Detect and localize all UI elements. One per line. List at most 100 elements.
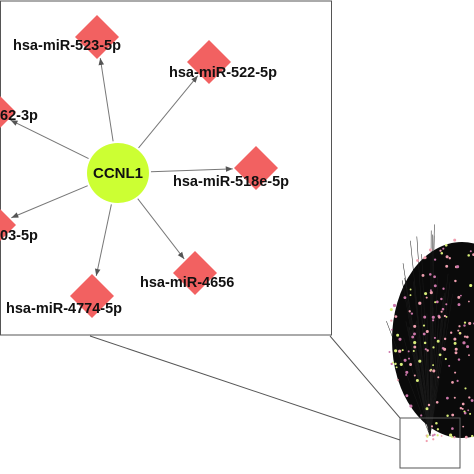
overview-node-dot (395, 366, 398, 369)
overview-node-dot (446, 414, 449, 418)
overview-node-dot (413, 332, 416, 336)
overview-node-dot (439, 249, 442, 252)
edge-line (98, 57, 114, 142)
overview-node-dot (451, 427, 454, 430)
mirna-node (0, 96, 16, 128)
overview-node-dot (394, 315, 398, 318)
overview-node-dot (407, 350, 410, 353)
mirna-node (70, 274, 114, 318)
overview-node-dot (409, 363, 413, 366)
overview-edge (429, 235, 435, 437)
node-group: hsa-miR-523-5p hsa-miR-522-5p hsa-miR-518e… (0, 15, 289, 318)
overview-node-dot (443, 337, 447, 341)
overview-node-dot (454, 371, 457, 374)
edge-line (138, 75, 199, 149)
overview-node-dot (471, 434, 474, 438)
overview-node-dot (424, 348, 427, 351)
overview-node-dot (405, 394, 409, 398)
mirna-node (173, 251, 217, 295)
overview-node-dot (454, 347, 458, 351)
overview-node-dot (457, 303, 461, 307)
zoom-connector-line (329, 335, 401, 419)
overview-node-dot (392, 303, 397, 308)
overview-node-dot (441, 307, 445, 311)
overview-edge (429, 293, 453, 437)
overview-node-dot (413, 345, 417, 349)
overview-edge (425, 335, 431, 437)
overview-node-dot (470, 399, 474, 402)
overview-node-dot (463, 324, 466, 327)
overview-node-dot (409, 294, 412, 297)
overview-node-dot (457, 295, 461, 299)
overview-node-dot (425, 329, 429, 334)
overview-node-dot (449, 433, 453, 437)
overview-node-dot (451, 413, 455, 417)
overview-node-dot (389, 308, 393, 312)
edge-line (10, 119, 89, 159)
overview-node-dot (469, 283, 473, 288)
overview-node-dot (426, 349, 429, 352)
overview-node-dot (399, 362, 403, 366)
overview-node-dot (396, 378, 399, 382)
overview-node-dot (444, 357, 447, 361)
overview-node-dot (429, 273, 432, 276)
overview-node-dot (427, 403, 431, 407)
overview-node-dot (440, 310, 443, 313)
mirna-label: 03-5p (0, 228, 38, 244)
zoom-highlight-box (399, 417, 461, 469)
overview-node-dot (418, 359, 422, 363)
overview-node-dot (451, 381, 454, 384)
mirna-label: hsa-miR-522-5p (169, 65, 277, 81)
overview-node-dot (442, 247, 445, 250)
overview-edge (405, 321, 431, 437)
overview-node-dot (405, 373, 408, 376)
overview-edge (429, 334, 436, 437)
overview-node-dot (443, 314, 447, 318)
overview-node-dot (457, 329, 460, 332)
overview-node-dot (463, 335, 467, 338)
overview-node-dot (424, 292, 428, 296)
overview-node-dot (445, 315, 448, 318)
overview-node-dot (457, 358, 461, 361)
overview-node-dot (432, 369, 436, 373)
overview-edge (404, 277, 431, 437)
overview-node-dot (459, 294, 462, 297)
overview-node-dot (430, 368, 433, 371)
overview-node-dot (445, 264, 449, 268)
overview-node-dot (468, 354, 470, 357)
overview-node-dot (436, 428, 440, 431)
overview-node-dot (403, 358, 407, 362)
overview-node-dot (410, 312, 414, 315)
overview-edge (416, 236, 431, 437)
mirna-node (0, 209, 16, 241)
overview-node-dot (423, 341, 427, 345)
edge-line (137, 198, 185, 260)
overview-node-dot (416, 259, 419, 262)
edge-line (11, 185, 88, 219)
overview-node-dot (450, 331, 453, 334)
overview-edge (429, 281, 451, 437)
overview-node-dot (431, 319, 435, 322)
overview-node-dot (456, 265, 460, 269)
overview-edge (403, 337, 431, 437)
ccnl1-label: CCNL1 (93, 165, 143, 182)
overview-node-dot (396, 333, 400, 337)
overview-node-dot (433, 284, 437, 288)
overview-node-dot (432, 346, 435, 349)
overview-node-dot (440, 297, 443, 301)
overview-node-dot (466, 345, 470, 349)
overview-node-dot (435, 300, 439, 304)
overview-node-dot (413, 374, 416, 377)
overview-node-dot (433, 258, 437, 261)
ccnl1-node (87, 143, 149, 203)
overview-node-dot (398, 337, 402, 341)
overview-node-dot (451, 435, 454, 439)
overview-node-dot (403, 296, 407, 300)
overview-node-dot (390, 362, 393, 366)
overview-node-dot (438, 353, 442, 357)
overview-node-dot (408, 357, 410, 360)
overview-node-dot (413, 324, 417, 328)
overview-node-dot (426, 434, 429, 437)
overview-node-dot (468, 396, 471, 399)
